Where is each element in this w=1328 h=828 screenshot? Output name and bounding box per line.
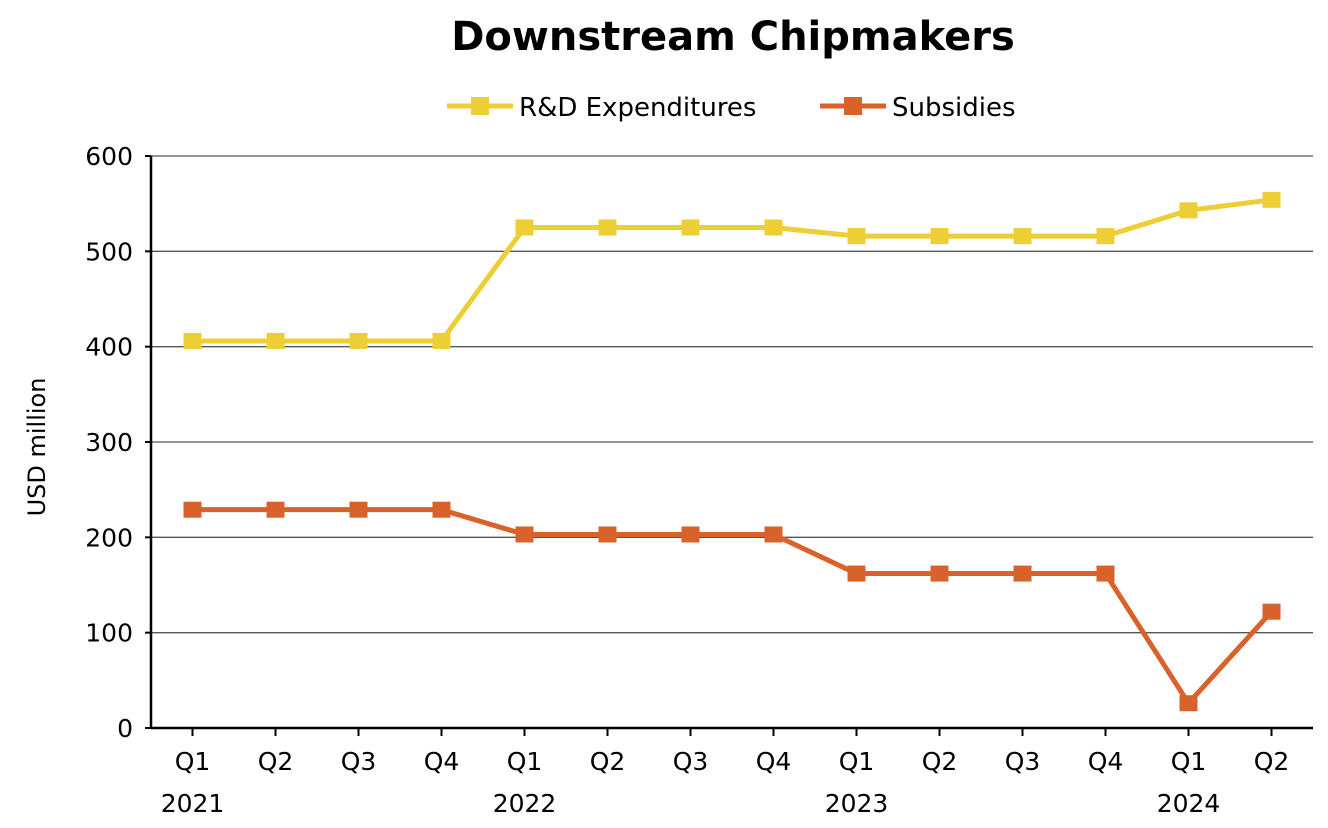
data-point-marker [764,526,783,543]
data-point-marker [847,228,866,245]
x-tick-label: Q4 [1088,747,1124,776]
data-point-marker [349,501,368,518]
chart-title: Downstream Chipmakers [451,14,1015,60]
x-tick-label: Q1 [839,747,875,776]
data-point-marker [183,501,202,518]
x-tick-label: Q1 [1171,747,1207,776]
data-point-marker [598,219,617,236]
data-point-marker [1179,695,1198,712]
legend-marker-icon [471,97,489,115]
y-tick-label: 400 [85,333,133,362]
data-point-marker [1096,565,1115,582]
y-tick-label: 100 [85,619,133,648]
y-tick-label: 200 [85,523,133,552]
data-point-marker [1262,603,1281,620]
data-point-marker [930,565,949,582]
data-point-marker [1179,202,1198,219]
data-point-marker [598,526,617,543]
x-tick-label: Q3 [1005,747,1041,776]
data-point-marker [432,332,451,349]
data-point-marker [764,219,783,236]
data-point-marker [1262,191,1281,208]
data-point-marker [847,565,866,582]
data-point-marker [432,501,451,518]
data-point-marker [930,228,949,245]
x-tick-label: Q4 [424,747,460,776]
y-tick-label: 0 [117,714,133,743]
x-tick-label: Q2 [1254,747,1290,776]
y-tick-label: 300 [85,428,133,457]
legend-label: R&D Expenditures [519,93,756,123]
data-point-marker [349,332,368,349]
x-year-label: 2024 [1157,789,1221,818]
data-point-marker [681,219,700,236]
legend-label: Subsidies [892,93,1016,123]
x-tick-label: Q3 [341,747,377,776]
data-point-marker [515,526,534,543]
data-point-marker [183,332,202,349]
data-point-marker [1013,565,1032,582]
data-point-marker [266,332,285,349]
legend-marker-icon [844,97,862,115]
data-point-marker [681,526,700,543]
data-point-marker [1096,228,1115,245]
data-point-marker [266,501,285,518]
y-tick-label: 600 [85,142,133,171]
series-line [192,197,1272,344]
y-tick-label: 500 [85,237,133,266]
series-r-d-expenditures [183,191,1281,349]
x-tick-label: Q2 [590,747,626,776]
data-point-marker [1013,228,1032,245]
x-tick-label: Q2 [258,747,294,776]
x-year-label: 2022 [493,789,557,818]
series-subsidies [183,501,1281,712]
x-tick-label: Q2 [922,747,958,776]
legend: R&D Expenditures Subsidies [447,93,1016,123]
x-tick-label: Q1 [507,747,543,776]
x-tick-label: Q4 [756,747,792,776]
data-point-marker [515,219,534,236]
x-tick-label: Q3 [673,747,709,776]
x-year-label: 2021 [161,789,225,818]
x-tick-label: Q1 [175,747,211,776]
y-axis-label: USD million [23,378,51,517]
series-line [192,507,1274,706]
x-year-label: 2023 [825,789,889,818]
